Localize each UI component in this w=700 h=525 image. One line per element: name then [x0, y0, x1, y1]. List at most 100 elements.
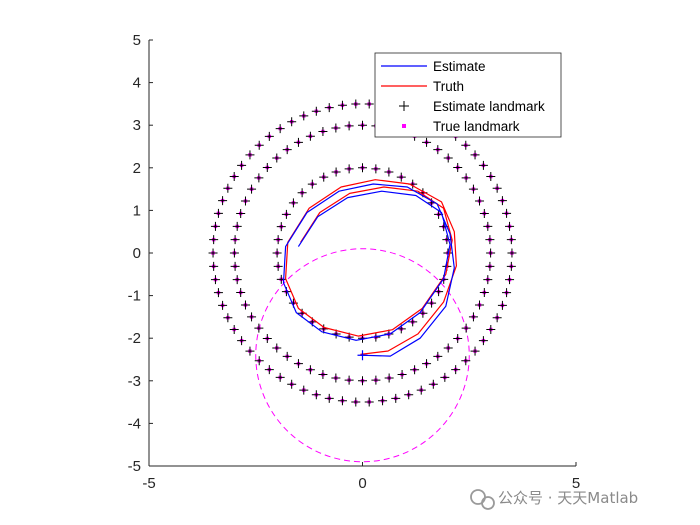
estimate-landmark-marker — [440, 372, 450, 382]
y-tick-label: -1 — [128, 288, 141, 305]
legend-label: Estimate landmark — [433, 99, 545, 114]
legend: Estimate Truth Estimate landmark True landm… — [374, 52, 562, 138]
estimate-landmark-marker — [273, 235, 283, 245]
estimate-landmark-marker — [240, 196, 250, 206]
estimate-landmark-marker — [236, 209, 246, 219]
y-tick-label: -3 — [128, 373, 141, 390]
y-tick-label: -5 — [128, 458, 141, 475]
estimate-landmark-marker — [281, 209, 291, 219]
estimate-landmark-marker — [254, 173, 264, 183]
estimate-landmark-marker — [410, 365, 420, 375]
estimate-landmark-marker — [254, 140, 264, 150]
watermark: 公众号 · 天天Matlab — [470, 489, 638, 510]
estimate-landmark-marker — [299, 385, 309, 395]
estimate-landmark-marker — [305, 365, 315, 375]
current-pose-marker — [357, 350, 368, 361]
estimate-landmark-marker — [240, 300, 250, 310]
y-tick-label: -2 — [128, 330, 141, 347]
estimate-landmark-marker — [287, 379, 297, 389]
estimate-landmark-marker — [475, 300, 485, 310]
y-tick-label: 1 — [133, 202, 141, 219]
estimate-landmark-marker — [358, 163, 367, 173]
y-tick-label: 4 — [133, 75, 141, 92]
estimate-landmark-marker — [229, 324, 239, 334]
estimate-landmark-marker — [451, 365, 461, 375]
estimate-landmark-marker — [264, 365, 274, 375]
estimate-landmark-marker — [483, 221, 493, 231]
estimate-landmark-marker — [443, 153, 453, 163]
estimate-landmark-marker — [453, 162, 463, 172]
estimate-landmark-marker — [364, 397, 374, 407]
estimate-landmark-marker — [254, 356, 264, 366]
legend-label: True landmark — [433, 119, 520, 134]
estimate-landmark-marker — [210, 275, 220, 285]
watermark-text: 公众号 · 天天Matlab — [498, 489, 638, 507]
estimate-landmark-marker — [245, 150, 255, 160]
estimate-landmark-marker — [272, 248, 282, 258]
estimate-landmark-marker — [275, 124, 285, 134]
estimate-landmark-marker — [299, 111, 309, 121]
estimate-landmark-marker — [319, 172, 329, 182]
estimate-landmark-marker — [442, 235, 452, 245]
estimate-landmark-marker — [453, 334, 463, 344]
x-tick-label: 5 — [572, 475, 580, 492]
estimate-landmark-marker — [434, 287, 444, 297]
estimate-landmark-marker — [443, 343, 453, 353]
estimate-landmark-marker — [293, 359, 303, 369]
estimate-landmark-marker — [479, 209, 489, 219]
estimate-landmark-marker — [209, 261, 219, 271]
estimate-landmark-marker — [483, 275, 493, 285]
estimate-landmark-marker — [318, 126, 328, 136]
estimate-landmark-marker — [507, 248, 517, 258]
truth-trajectory-line — [285, 179, 457, 355]
estimate-landmark-marker — [358, 376, 367, 386]
estimate-landmark-marker — [311, 106, 321, 116]
estimate-landmark-marker — [213, 288, 223, 298]
estimate-landmark-marker — [262, 334, 272, 344]
estimate-landmark-marker — [324, 393, 334, 403]
estimate-landmark-marker — [427, 298, 437, 308]
estimate-landmark-marker — [247, 312, 257, 322]
estimate-landmark-marker — [337, 396, 347, 406]
estimate-landmark-marker — [422, 359, 432, 369]
y-tick-label: 3 — [133, 117, 141, 134]
estimate-landmark-marker — [486, 248, 496, 258]
axes: -5 0 5 -5 -4 -3 -2 -1 0 1 2 3 4 5 — [128, 32, 581, 492]
estimate-landmark-marker — [208, 248, 218, 258]
estimate-landmark-marker — [232, 221, 242, 231]
estimate-landmark-marker — [497, 300, 507, 310]
estimate-landmark-marker — [247, 184, 257, 194]
y-tick-label: -4 — [128, 415, 141, 432]
estimate-landmark-marker — [287, 117, 297, 127]
wechat-icon-secondary — [481, 496, 495, 510]
estimate-landmark-marker — [318, 370, 328, 380]
estimate-landmark-marker — [461, 173, 471, 183]
estimate-landmark-marker — [506, 235, 516, 245]
estimate-landmark-marker — [506, 261, 516, 271]
estimate-landmark-marker — [384, 373, 394, 383]
estimate-landmark-marker — [305, 131, 315, 141]
estimate-landmark-marker — [433, 351, 443, 361]
y-tick-label: 5 — [133, 32, 141, 49]
estimate-landmark-marker — [492, 313, 502, 323]
estimate-landmark-marker — [384, 167, 394, 177]
estimate-landmark-marker — [344, 164, 354, 174]
estimate-landmark-marker — [273, 261, 283, 271]
estimate-landmark-marker — [230, 235, 240, 245]
estimate-landmark-marker — [213, 208, 223, 218]
estimate-landmark-marker — [223, 313, 233, 323]
estimate-landmark-marker — [479, 287, 489, 297]
legend-point-swatch — [402, 124, 406, 128]
legend-label: Estimate — [433, 59, 486, 74]
estimate-landmark-marker — [344, 121, 354, 131]
estimate-landmark-marker — [282, 145, 292, 155]
estimate-landmark-marker — [397, 370, 407, 380]
estimate-landmark-marker — [276, 222, 286, 232]
estimate-landmark-marker — [237, 160, 247, 170]
estimate-landmark-marker — [485, 235, 495, 245]
estimate-landmark-marker — [364, 99, 374, 109]
estimate-landmark-marker — [478, 160, 488, 170]
estimate-landmark-marker — [331, 167, 341, 177]
estimate-landmark-marker — [237, 336, 247, 346]
